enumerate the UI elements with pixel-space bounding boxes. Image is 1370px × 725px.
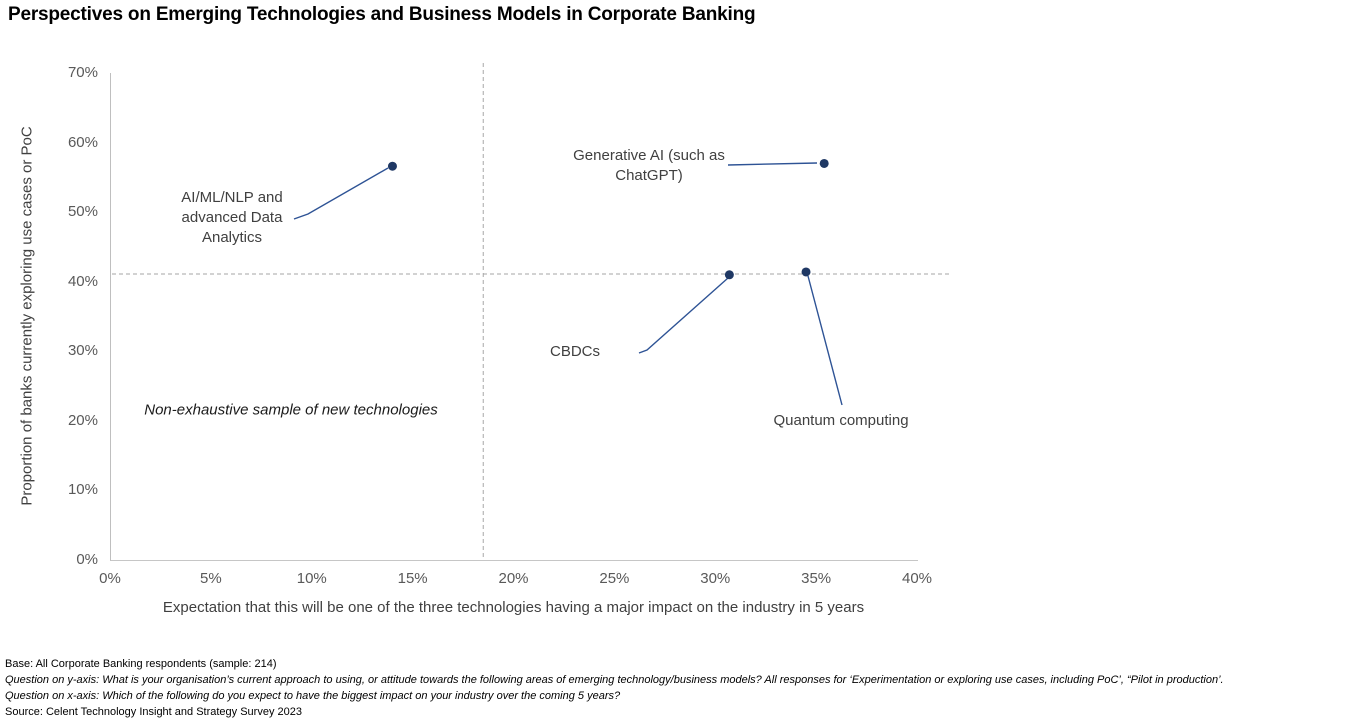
y-tick-label: 30%: [67, 342, 98, 360]
chart-title: Perspectives on Emerging Technologies an…: [8, 4, 756, 25]
x-tick-label: 10%: [296, 570, 327, 587]
y-tick-label: 10%: [67, 481, 98, 499]
plot-area: [110, 73, 918, 561]
y-tick-label: 60%: [67, 133, 98, 151]
footer-source-line: Source: Celent Technology Insight and St…: [5, 706, 302, 718]
footer: Base: All Corporate Banking respondents …: [5, 656, 1370, 720]
x-tick-label: 5%: [200, 570, 222, 587]
y-tick-label: 40%: [67, 272, 98, 290]
footer-question-x-axis: Question on x-axis: Which of the followi…: [5, 690, 621, 702]
x-tick-label: 15%: [397, 570, 428, 587]
y-tick-label: 0%: [76, 551, 98, 568]
x-tick-label: 35%: [801, 570, 832, 587]
y-axis-title: Proportion of banks currently exploring …: [18, 126, 36, 506]
x-tick-label: 20%: [498, 570, 529, 587]
ai-ml-nlp-advanced-data-analytics-label: AI/ML/NLP and advanced Data Analytics: [181, 189, 283, 246]
x-axis-title: Expectation that this will be one of the…: [162, 599, 865, 616]
footer-question-y-axis: Question on y-axis: What is your organis…: [5, 674, 1224, 686]
note-annotation: Non-exhaustive sample of new technologie…: [144, 401, 438, 419]
y-tick-label: 50%: [67, 203, 98, 221]
x-tick-label: 30%: [700, 570, 731, 587]
cbdcs-label: CBDCs: [549, 343, 601, 360]
x-tick-label: 25%: [599, 570, 630, 587]
generative-ai-label: Generative AI (such as ChatGPT): [573, 147, 725, 184]
x-tick-label: 40%: [901, 570, 933, 587]
footer-base-line: Base: All Corporate Banking respondents …: [5, 658, 277, 670]
y-tick-label: 70%: [67, 64, 98, 81]
y-tick-label: 20%: [67, 411, 98, 429]
x-tick-label: 0%: [99, 570, 121, 587]
quantum-computing-label: Quantum computing: [773, 412, 909, 429]
